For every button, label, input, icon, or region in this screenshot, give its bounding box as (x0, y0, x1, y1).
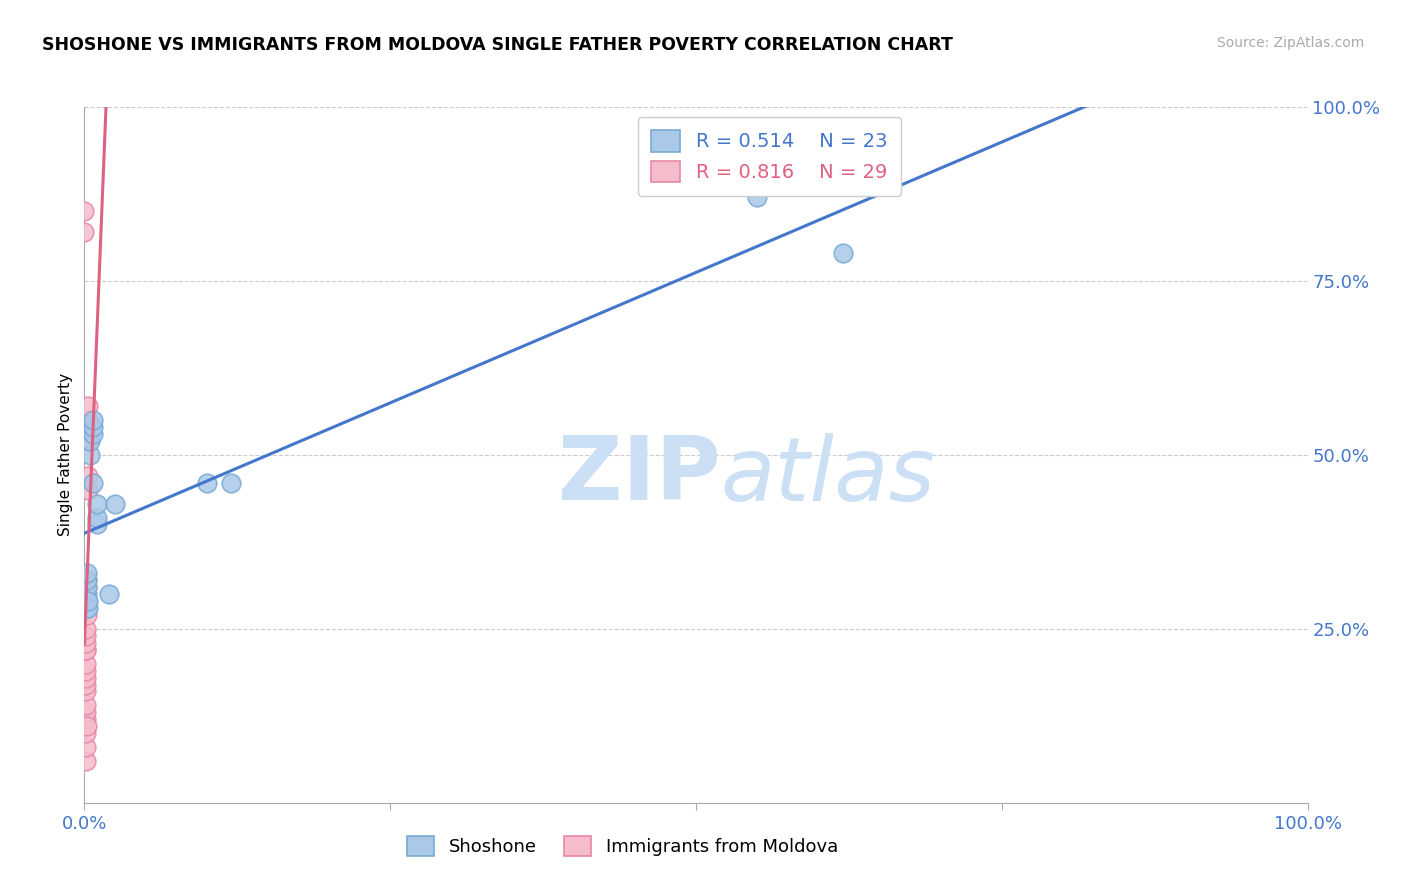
Point (75, 740, 97, 755)
Point (75, 726, 97, 740)
Point (75, 684, 97, 698)
Point (747, 190, 769, 204)
Point (219, 475, 242, 490)
Point (76, 601, 98, 615)
Point (73, 204, 96, 219)
Point (76, 587, 98, 601)
Point (76, 594, 98, 608)
Point (76, 594, 98, 608)
Point (82, 475, 104, 490)
Point (75, 622, 97, 636)
Point (97, 587, 120, 601)
Text: atlas: atlas (720, 433, 935, 519)
Point (76, 566, 98, 581)
Point (75, 677, 97, 691)
Point (75, 664, 97, 678)
Point (75, 642, 97, 657)
Point (86, 510, 108, 524)
Point (77, 601, 100, 615)
Point (77, 434, 100, 448)
Point (79, 434, 101, 448)
Point (79, 448, 101, 462)
Text: Source: ZipAtlas.com: Source: ZipAtlas.com (1216, 36, 1364, 50)
Point (76, 601, 98, 615)
Point (75, 712, 97, 726)
Point (86, 517, 108, 532)
Point (75, 657, 97, 671)
Point (75, 629, 97, 643)
Point (86, 497, 108, 511)
Point (82, 413, 104, 427)
Point (77, 468, 100, 483)
Point (76, 573, 98, 587)
Point (77, 483, 100, 497)
Point (73, 225, 96, 239)
Text: SHOSHONE VS IMMIGRANTS FROM MOLDOVA SINGLE FATHER POVERTY CORRELATION CHART: SHOSHONE VS IMMIGRANTS FROM MOLDOVA SING… (42, 36, 953, 54)
Point (831, 246, 853, 260)
Point (76, 573, 98, 587)
Y-axis label: Single Father Poverty: Single Father Poverty (58, 374, 73, 536)
Point (82, 427, 104, 442)
Point (75, 671, 97, 685)
Text: ZIP: ZIP (558, 433, 720, 519)
Point (75, 754, 97, 768)
Point (75, 642, 97, 657)
Point (76, 719, 98, 733)
Legend: Shoshone, Immigrants from Moldova: Shoshone, Immigrants from Moldova (401, 829, 845, 863)
Point (76, 580, 98, 594)
Point (195, 475, 218, 490)
Point (76, 580, 98, 594)
Point (104, 497, 127, 511)
Point (82, 420, 104, 434)
Point (75, 636, 97, 650)
Point (76, 607, 98, 622)
Point (75, 706, 97, 720)
Point (75, 698, 97, 713)
Point (77, 594, 100, 608)
Point (77, 399, 100, 413)
Point (77, 413, 100, 427)
